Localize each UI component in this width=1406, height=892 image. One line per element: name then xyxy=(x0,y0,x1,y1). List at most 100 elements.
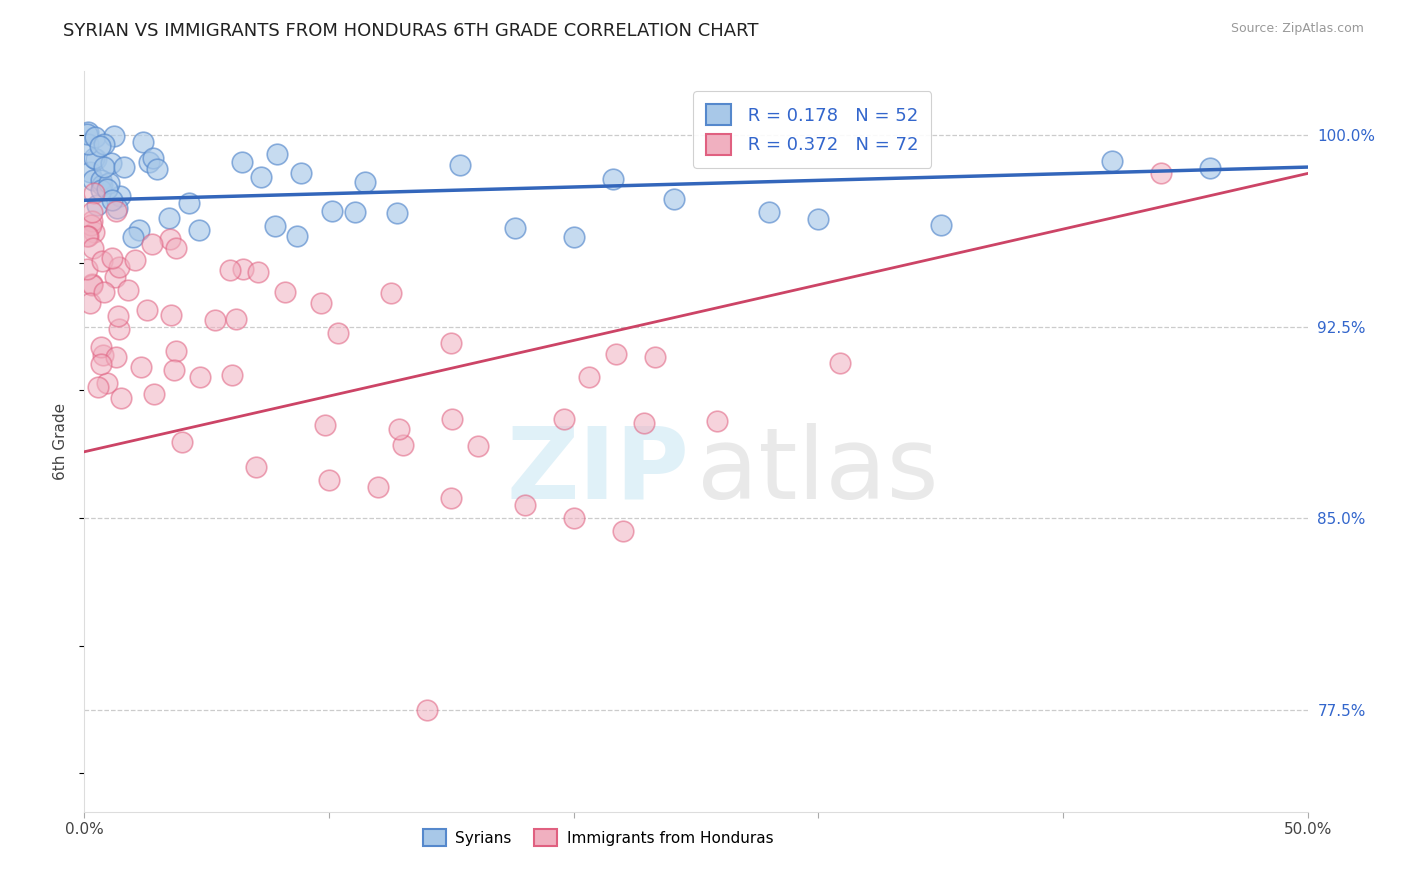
Point xyxy=(93,161,115,175)
Point xyxy=(165,343,187,358)
Point xyxy=(101,251,124,265)
Point xyxy=(84,153,107,167)
Point xyxy=(562,511,585,525)
Point xyxy=(124,252,146,267)
Point xyxy=(90,183,112,197)
Point xyxy=(467,439,489,453)
Point xyxy=(232,262,254,277)
Point xyxy=(90,340,112,354)
Point xyxy=(644,350,666,364)
Point xyxy=(165,241,187,255)
Point xyxy=(309,295,332,310)
Point xyxy=(1150,166,1173,180)
Point xyxy=(90,173,112,187)
Point xyxy=(553,412,575,426)
Point xyxy=(706,414,728,428)
Point xyxy=(143,387,166,401)
Point xyxy=(83,151,105,165)
Point xyxy=(93,137,115,152)
Point xyxy=(110,188,132,202)
Point xyxy=(157,211,180,225)
Point xyxy=(177,195,200,210)
Point xyxy=(76,229,98,244)
Point xyxy=(612,524,634,538)
Point xyxy=(440,491,463,505)
Point xyxy=(440,412,463,426)
Point xyxy=(87,380,110,394)
Point xyxy=(86,197,108,211)
Point xyxy=(633,416,655,430)
Point xyxy=(440,335,463,350)
Point xyxy=(84,129,107,144)
Point xyxy=(79,165,101,179)
Point xyxy=(136,302,159,317)
Point xyxy=(100,194,122,208)
Point xyxy=(264,219,287,233)
Point xyxy=(218,262,240,277)
Point xyxy=(290,166,312,180)
Point xyxy=(160,308,183,322)
Point xyxy=(391,438,413,452)
Point xyxy=(80,277,103,292)
Point xyxy=(388,422,411,436)
Point xyxy=(76,127,98,141)
Point xyxy=(326,326,349,340)
Point xyxy=(122,229,145,244)
Point xyxy=(117,283,139,297)
Point xyxy=(318,473,340,487)
Point xyxy=(367,481,389,495)
Point xyxy=(96,376,118,390)
Point xyxy=(188,369,211,384)
Point xyxy=(82,173,104,187)
Point xyxy=(96,182,118,196)
Point xyxy=(138,155,160,169)
Point xyxy=(250,169,273,184)
Point xyxy=(79,295,101,310)
Point xyxy=(314,418,336,433)
Point xyxy=(129,359,152,374)
Point xyxy=(146,161,169,176)
Point xyxy=(112,160,135,174)
Point xyxy=(80,213,103,227)
Point xyxy=(76,261,98,276)
Point xyxy=(90,178,112,193)
Point xyxy=(449,158,471,172)
Point xyxy=(1101,153,1123,168)
Point xyxy=(929,218,952,232)
Point xyxy=(107,322,129,336)
Point xyxy=(83,186,105,200)
Point xyxy=(107,310,129,324)
Point xyxy=(247,265,270,279)
Point xyxy=(231,155,253,169)
Point xyxy=(163,362,186,376)
Point xyxy=(204,313,226,327)
Point xyxy=(82,241,104,255)
Point xyxy=(76,229,98,244)
Point xyxy=(321,204,343,219)
Point xyxy=(103,129,125,144)
Point xyxy=(105,204,128,219)
Point xyxy=(83,225,105,239)
Legend: Syrians, Immigrants from Honduras: Syrians, Immigrants from Honduras xyxy=(418,823,779,852)
Point xyxy=(110,391,132,405)
Point xyxy=(380,285,402,300)
Text: SYRIAN VS IMMIGRANTS FROM HONDURAS 6TH GRADE CORRELATION CHART: SYRIAN VS IMMIGRANTS FROM HONDURAS 6TH G… xyxy=(63,22,759,40)
Point xyxy=(132,135,155,149)
Point xyxy=(602,172,624,186)
Point xyxy=(1198,161,1220,176)
Point xyxy=(159,232,181,246)
Point xyxy=(77,125,100,139)
Point xyxy=(80,204,103,219)
Point xyxy=(90,357,112,371)
Point xyxy=(503,220,526,235)
Point xyxy=(344,204,367,219)
Point xyxy=(562,230,585,244)
Point xyxy=(82,277,104,292)
Point xyxy=(245,460,267,475)
Point xyxy=(513,499,536,513)
Point xyxy=(100,156,122,170)
Point xyxy=(225,311,247,326)
Point xyxy=(807,212,830,227)
Point xyxy=(416,703,439,717)
Point xyxy=(104,270,127,285)
